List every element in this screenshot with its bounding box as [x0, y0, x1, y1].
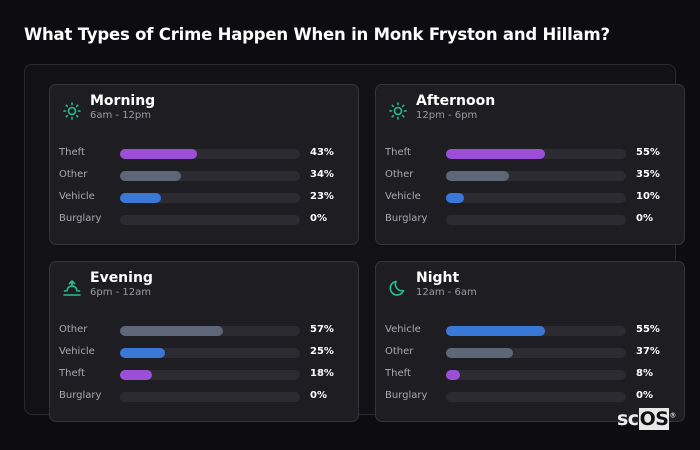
crime-label: Vehicle — [385, 191, 421, 202]
crime-bar-track — [120, 215, 300, 225]
crime-row: Other 35% — [385, 169, 675, 183]
crime-percent: 18% — [310, 368, 334, 379]
crime-percent: 0% — [636, 390, 653, 401]
period-card-night: Night 12am - 6am Vehicle 55% Other 37% T… — [375, 261, 685, 422]
crime-percent: 25% — [310, 346, 334, 357]
crime-row: Other 37% — [385, 346, 675, 360]
crime-percent: 35% — [636, 169, 660, 180]
period-card-afternoon: Afternoon 12pm - 6pm Theft 55% Other 35%… — [375, 84, 685, 245]
crime-bar-track — [446, 348, 626, 358]
crime-label: Burglary — [59, 390, 102, 401]
crime-bar-fill — [120, 193, 162, 203]
page-title: What Types of Crime Happen When in Monk … — [24, 25, 610, 44]
crime-label: Other — [385, 346, 414, 357]
crime-bar-track — [446, 171, 626, 181]
crime-percent: 0% — [310, 213, 327, 224]
crime-row: Theft 8% — [385, 368, 675, 382]
crime-row: Other 34% — [59, 169, 349, 183]
crime-bar-fill — [446, 370, 461, 380]
crime-row: Other 57% — [59, 324, 349, 338]
crime-bar-track — [446, 326, 626, 336]
period-card-morning: Morning 6am - 12pm Theft 43% Other 34% V… — [49, 84, 359, 245]
crime-percent: 8% — [636, 368, 653, 379]
crime-percent: 10% — [636, 191, 660, 202]
crime-row: Vehicle 10% — [385, 191, 675, 205]
moon-icon — [389, 279, 407, 297]
crime-bar-track — [120, 348, 300, 358]
crime-row: Theft 55% — [385, 147, 675, 161]
crime-row: Theft 43% — [59, 147, 349, 161]
crime-bar-track — [120, 370, 300, 380]
crime-label: Theft — [385, 368, 411, 379]
crime-bar-fill — [120, 348, 165, 358]
crime-bar-track — [446, 193, 626, 203]
period-range: 6pm - 12am — [90, 287, 152, 298]
crime-bar-track — [446, 215, 626, 225]
crime-row: Vehicle 55% — [385, 324, 675, 338]
crime-percent: 43% — [310, 147, 334, 158]
period-card-evening: Evening 6pm - 12am Other 57% Vehicle 25%… — [49, 261, 359, 422]
sun-icon — [63, 102, 81, 120]
crime-label: Vehicle — [385, 324, 421, 335]
crime-bar-track — [120, 326, 300, 336]
crime-label: Other — [59, 324, 88, 335]
period-range: 6am - 12pm — [90, 110, 152, 121]
sun-icon — [389, 102, 407, 120]
scos-logo: scOS® — [617, 408, 676, 430]
crime-percent: 37% — [636, 346, 660, 357]
crime-bar-fill — [446, 326, 545, 336]
crime-label: Burglary — [59, 213, 102, 224]
crime-bar-fill — [120, 149, 198, 159]
period-name: Night — [416, 270, 460, 286]
crime-row: Vehicle 25% — [59, 346, 349, 360]
crime-bar-track — [120, 171, 300, 181]
crime-row: Burglary 0% — [59, 213, 349, 227]
crime-row: Burglary 0% — [385, 213, 675, 227]
crime-bar-track — [120, 193, 300, 203]
crime-row: Burglary 0% — [385, 390, 675, 404]
logo-text-os: OS — [638, 408, 670, 430]
crime-bar-fill — [446, 348, 513, 358]
crime-percent: 34% — [310, 169, 334, 180]
crime-percent: 57% — [310, 324, 334, 335]
crime-percent: 23% — [310, 191, 334, 202]
crime-percent: 0% — [310, 390, 327, 401]
period-name: Evening — [90, 270, 153, 286]
period-range: 12pm - 6pm — [416, 110, 478, 121]
crime-bar-fill — [120, 171, 182, 181]
crime-row: Burglary 0% — [59, 390, 349, 404]
crime-bar-fill — [446, 171, 509, 181]
crime-bar-fill — [120, 326, 223, 336]
crime-bar-track — [120, 149, 300, 159]
crime-label: Other — [59, 169, 88, 180]
logo-text: sc — [617, 408, 639, 430]
crime-bar-track — [446, 392, 626, 402]
period-name: Afternoon — [416, 93, 496, 109]
crime-label: Theft — [59, 368, 85, 379]
crime-row: Vehicle 23% — [59, 191, 349, 205]
period-range: 12am - 6am — [416, 287, 477, 298]
crime-percent: 55% — [636, 324, 660, 335]
crime-bar-track — [446, 370, 626, 380]
crime-label: Theft — [385, 147, 411, 158]
crime-percent: 0% — [636, 213, 653, 224]
crime-bar-fill — [120, 370, 153, 380]
crime-bar-fill — [446, 193, 464, 203]
period-name: Morning — [90, 93, 156, 109]
crime-bar-fill — [446, 149, 545, 159]
crime-label: Theft — [59, 147, 85, 158]
sunset-icon — [63, 279, 81, 297]
crime-label: Other — [385, 169, 414, 180]
crime-label: Vehicle — [59, 346, 95, 357]
crime-bar-track — [120, 392, 300, 402]
crime-label: Burglary — [385, 390, 428, 401]
crime-label: Vehicle — [59, 191, 95, 202]
crime-row: Theft 18% — [59, 368, 349, 382]
crime-bar-track — [446, 149, 626, 159]
crime-percent: 55% — [636, 147, 660, 158]
crime-label: Burglary — [385, 213, 428, 224]
